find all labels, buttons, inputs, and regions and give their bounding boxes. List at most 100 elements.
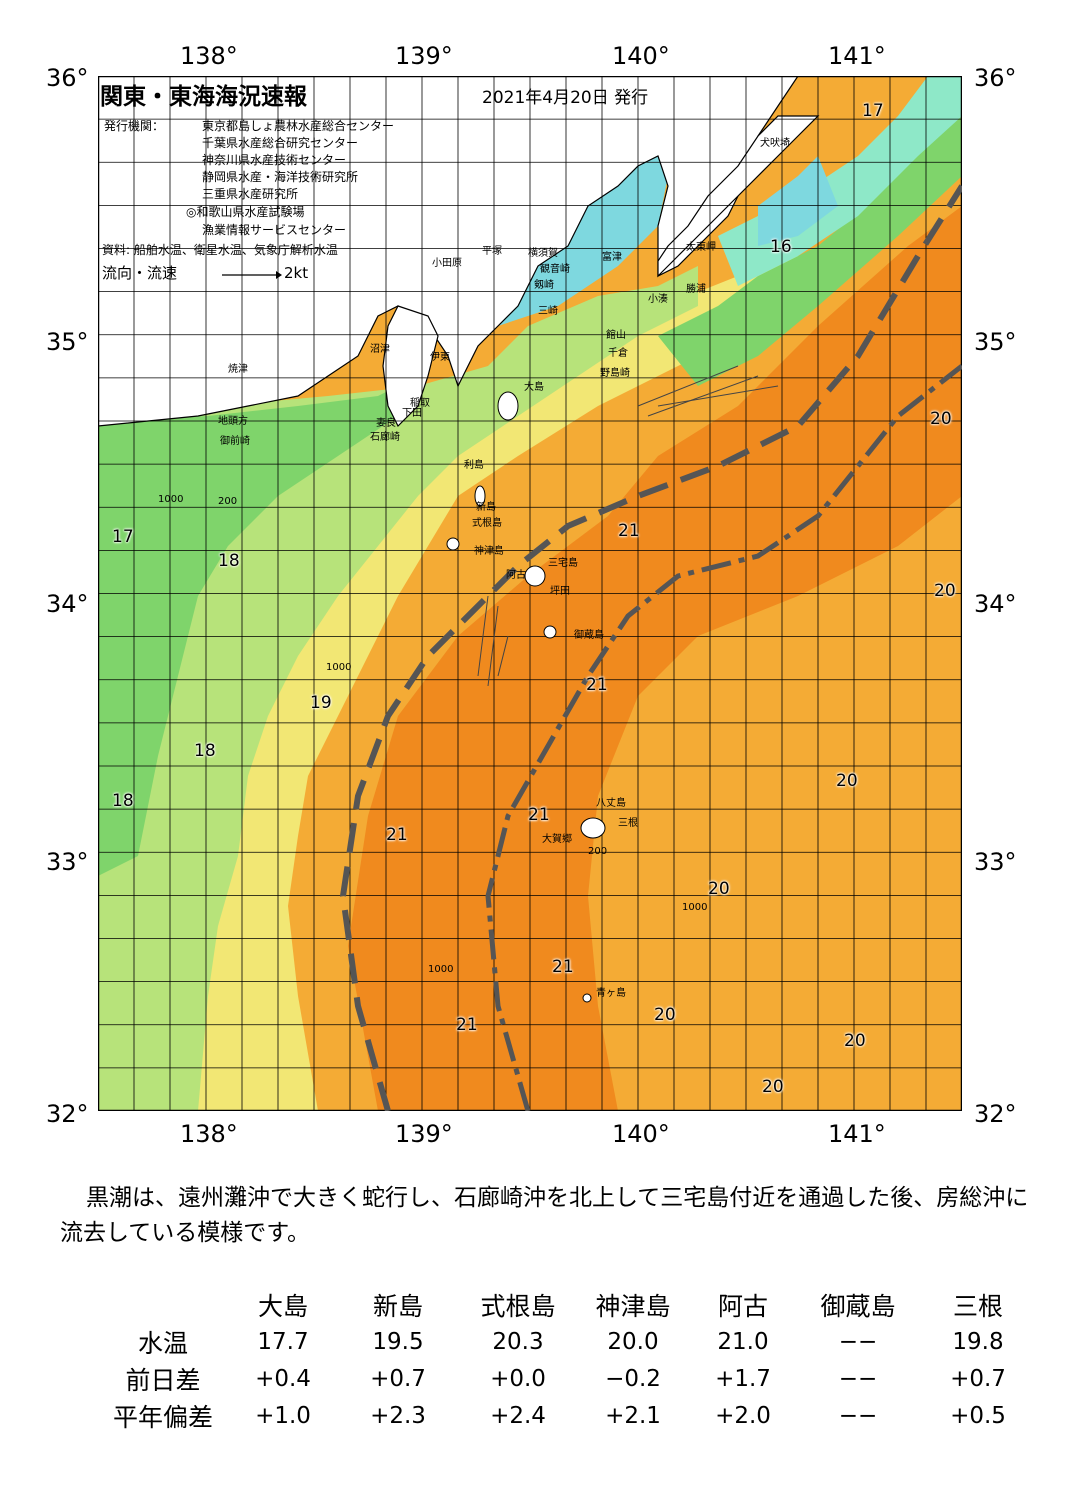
place-yokosuka: 横須賀 [528,248,558,259]
table-cell: +1.0 [255,1402,311,1429]
row-label: 前日差 [125,1365,201,1395]
place-mera: 妻良 [376,418,396,429]
table-cell: +0.4 [255,1365,311,1392]
land-izu-peninsula [382,305,439,428]
temp-label: 21 [386,825,408,845]
flow-legend-arrow-icon [222,271,282,279]
temp-label: 21 [586,675,608,695]
lon-label-bottom-141: 141° [828,1120,886,1148]
place-irozaki: 石廊崎 [370,432,400,443]
place-okago: 大賀郷 [542,834,572,845]
island-niijima [474,485,486,507]
place-tsubota: 坪田 [550,586,570,597]
sea-21-region [348,206,962,1111]
temp-label: 20 [836,771,858,791]
sea-17-region-west [98,376,418,876]
temp-label: 20 [930,409,952,429]
place-shimoda: 下田 [402,408,422,419]
table-row: 前日差 +0.4 +0.7 +0.0 −0.2 +1.7 −− +0.7 [98,1360,1038,1397]
island-mikurajima [543,625,557,639]
place-numazu: 沼津 [370,344,390,355]
table-cell: +2.1 [605,1402,661,1429]
issuing-org-3: 神奈川県水産技術センター [202,153,347,167]
temp-label: 17 [112,527,134,547]
place-taitomisaki: 太東岬 [686,242,716,253]
temp-label: 20 [654,1005,676,1025]
table-cell: −− [838,1365,878,1392]
depth-label: 1000 [326,662,352,673]
place-jitokata: 地頭方 [218,416,248,427]
table-row: 平年偏差 +1.0 +2.3 +2.4 +2.1 +2.0 −− +0.5 [98,1397,1038,1434]
table-cell: +0.0 [490,1365,546,1392]
place-kannonzaki: 観音崎 [540,264,570,275]
temp-label: 19 [310,693,332,713]
island-miyakejima [524,565,546,587]
table-cell: +0.7 [370,1365,426,1392]
place-niijima: 新島 [476,502,496,513]
lat-label-left-32: 32° [46,1100,89,1128]
current-arrows [477,365,779,687]
map-title: 関東・東海海況速報 [100,84,307,110]
table-cell: 17.7 [257,1328,309,1355]
table-cell: 20.0 [607,1328,659,1355]
place-ako: 阿古 [506,570,526,581]
map-grid [98,76,962,1111]
place-inatori: 稲取 [410,398,430,409]
issuing-org-7: 漁業情報サービスセンター [202,223,347,237]
lat-label-right-36: 36° [974,64,1017,92]
lat-label-right-32: 32° [974,1100,1017,1128]
table-row: 水温 17.7 19.5 20.3 20.0 21.0 −− 19.8 [98,1323,1038,1360]
lon-label-bottom-138: 138° [180,1120,238,1148]
temp-label: 20 [844,1031,866,1051]
place-nojimazaki: 野島崎 [600,368,630,379]
table-cell: 20.3 [492,1328,544,1355]
place-yaizu: 焼津 [228,364,248,375]
table-cell: −0.2 [605,1365,661,1392]
table-cell: +0.7 [950,1365,1006,1392]
sea-17-region-east [658,96,962,386]
temp-label: 20 [708,879,730,899]
temp-label: 18 [194,741,216,761]
temp-label: 18 [112,791,134,811]
sea-temperature-map: 関東・東海海況速報 2021年4月20日 発行 発行機関： 東京都島しょ農林水産… [98,76,962,1111]
place-tateyama: 館山 [606,330,626,341]
place-futtsu: 富津 [602,252,622,263]
place-mikurajima: 御蔵島 [574,630,604,641]
kuroshio-axis-line [339,184,962,1111]
island-aogashima [582,993,592,1003]
temp-label: 18 [218,551,240,571]
depth-label: 200 [218,496,238,507]
lat-label-left-33: 33° [46,848,89,876]
row-label: 平年偏差 [112,1402,213,1432]
lon-label-top-140: 140° [612,42,670,70]
place-misaki: 三崎 [538,306,558,317]
table-corner [98,1286,228,1323]
column-header: 式根島 [480,1291,556,1321]
table-cell: 19.5 [372,1328,424,1355]
place-chikura: 千倉 [608,348,628,359]
place-omaezaki: 御前崎 [220,436,250,447]
row-label: 水温 [137,1328,188,1358]
place-tsurugizaki: 剱崎 [534,280,554,291]
place-katsuura: 勝浦 [686,284,706,295]
lon-label-top-139: 139° [395,42,453,70]
depth-label: 200 [588,846,608,857]
table-cell: −− [838,1402,878,1429]
table-header-row: 大島 新島 式根島 神津島 阿古 御蔵島 三根 [98,1286,1038,1323]
lat-label-right-34: 34° [974,590,1017,618]
issuing-org-1: 東京都島しょ農林水産総合センター [202,119,395,133]
lat-label-right-35: 35° [974,328,1017,356]
temp-label: 21 [528,805,550,825]
table-cell: 21.0 [717,1328,769,1355]
lon-label-top-141: 141° [828,42,886,70]
lat-label-left-36: 36° [46,64,89,92]
lat-label-right-33: 33° [974,848,1017,876]
depth-label: 1000 [158,494,184,505]
issuing-org-6: ◎和歌山県水産試験場 [186,205,305,219]
place-miyakejima: 三宅島 [548,558,578,569]
temp-label: 16 [770,237,792,257]
place-ito: 伊東 [430,352,450,363]
table-cell: +1.7 [715,1365,771,1392]
place-odawara: 小田原 [432,258,462,269]
temp-label: 20 [934,581,956,601]
